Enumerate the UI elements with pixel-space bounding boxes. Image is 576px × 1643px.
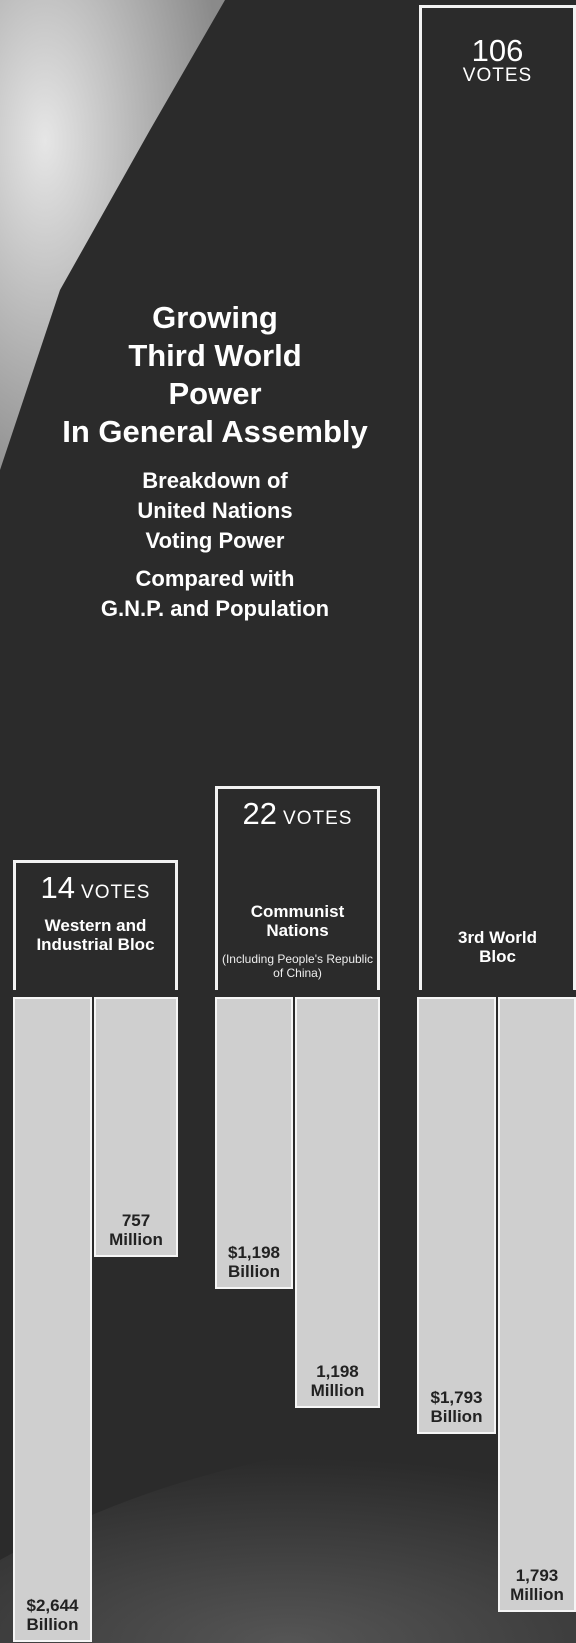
vote-box	[419, 5, 576, 990]
bloc-note: (Including People's Republic of China)	[221, 952, 374, 980]
population-bar	[498, 997, 576, 1612]
bloc-name: Western and Industrial Bloc	[36, 916, 155, 954]
gnp-label: $1,198 Billion	[228, 1243, 280, 1282]
vote-label: 22 VOTES	[215, 796, 380, 832]
population-label: 1,198 Million	[310, 1361, 365, 1400]
population-bar	[295, 997, 380, 1408]
gnp-label: $2,644 Billion	[26, 1596, 79, 1634]
vote-label: 106 VOTES	[419, 33, 576, 87]
dome-photo	[0, 1437, 576, 1643]
title-line: Power	[168, 376, 262, 411]
title-line: Growing	[152, 300, 278, 335]
vote-unit: VOTES	[81, 881, 151, 903]
gnp-label: $1,793 Billion	[430, 1388, 483, 1427]
gnp-bar	[215, 997, 293, 1290]
sky-photo	[0, 0, 225, 470]
vote-unit: VOTES	[283, 807, 353, 829]
bloc-name: Communist Nations	[250, 902, 345, 940]
vote-count: 14	[40, 869, 76, 905]
vote-unit: VOTES	[462, 65, 533, 86]
title-line: Third World	[128, 338, 302, 373]
population-label: 1,793 Million	[510, 1565, 564, 1604]
gnp-bar	[417, 997, 496, 1435]
population-label: 757 Million	[109, 1210, 163, 1249]
title-line: In General Assembly	[62, 414, 368, 449]
vote-box	[215, 785, 380, 990]
subtitle-line: Compared with	[135, 566, 295, 591]
vote-box	[13, 859, 178, 990]
bloc-name: 3rd World Bloc	[457, 928, 538, 966]
population-bar	[94, 997, 178, 1257]
subtitle-line: G.N.P. and Population	[100, 596, 330, 621]
vote-count: 22	[242, 795, 278, 831]
subtitle-line: Voting Power	[145, 528, 285, 553]
vote-count: 106	[471, 33, 524, 68]
subtitle-line: United Nations	[137, 498, 293, 523]
gnp-bar	[13, 997, 92, 1642]
subtitle-line: Breakdown of	[142, 468, 288, 493]
vote-label: 14 VOTES	[13, 870, 178, 906]
